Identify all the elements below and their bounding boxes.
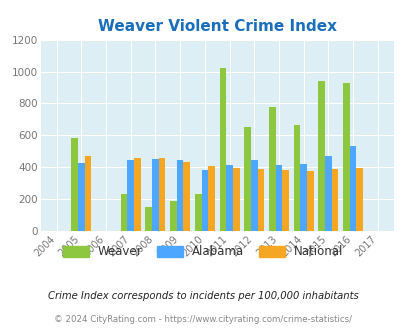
Title: Weaver Violent Crime Index: Weaver Violent Crime Index	[98, 19, 336, 34]
Bar	[268, 107, 275, 231]
Text: Crime Index corresponds to incidents per 100,000 inhabitants: Crime Index corresponds to incidents per…	[47, 291, 358, 301]
Bar	[127, 160, 134, 231]
Bar	[145, 207, 152, 231]
Bar	[306, 171, 313, 231]
Bar	[152, 159, 158, 231]
Bar	[331, 169, 337, 231]
Bar	[120, 193, 127, 231]
Bar	[257, 169, 264, 231]
Bar	[183, 162, 190, 231]
Bar	[300, 164, 306, 231]
Bar	[244, 126, 250, 231]
Bar	[342, 82, 349, 231]
Bar	[78, 163, 85, 231]
Bar	[201, 170, 208, 231]
Bar	[85, 156, 91, 231]
Bar	[177, 160, 183, 231]
Bar	[293, 125, 300, 231]
Bar	[226, 165, 232, 231]
Bar	[250, 160, 257, 231]
Bar	[232, 168, 239, 231]
Bar	[134, 158, 141, 231]
Bar	[194, 193, 201, 231]
Bar	[349, 146, 356, 231]
Bar	[208, 166, 214, 231]
Bar	[356, 168, 362, 231]
Bar	[170, 201, 177, 231]
Bar	[158, 158, 165, 231]
Text: © 2024 CityRating.com - https://www.cityrating.com/crime-statistics/: © 2024 CityRating.com - https://www.city…	[54, 315, 351, 324]
Bar	[281, 170, 288, 231]
Bar	[71, 139, 78, 231]
Bar	[318, 81, 324, 231]
Bar	[324, 156, 331, 231]
Bar	[275, 165, 281, 231]
Legend: Weaver, Alabama, National: Weaver, Alabama, National	[58, 241, 347, 263]
Bar	[219, 68, 226, 231]
